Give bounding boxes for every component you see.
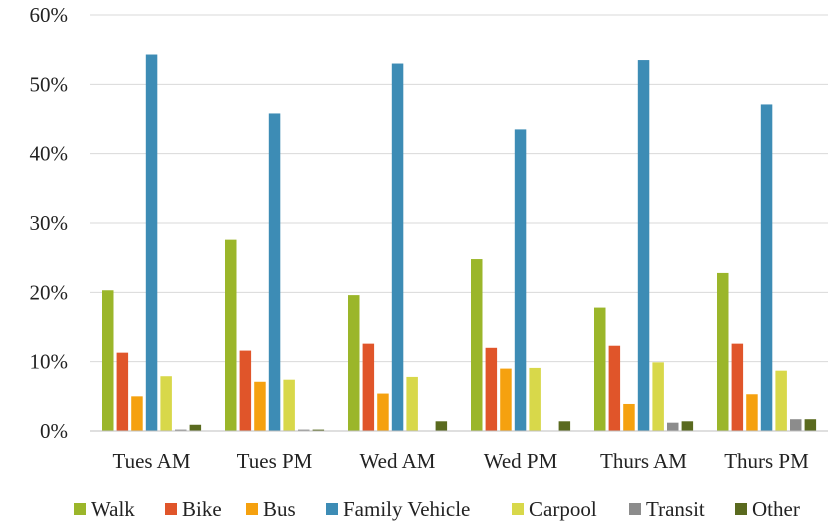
bars bbox=[102, 54, 817, 432]
legend-label: Bus bbox=[263, 497, 296, 521]
bar-family-vehicle bbox=[637, 60, 650, 432]
bar-other bbox=[189, 424, 202, 431]
x-tick-label: Thurs PM bbox=[724, 449, 809, 473]
bar-bike bbox=[485, 347, 498, 431]
bar-carpool bbox=[406, 376, 418, 431]
bar-bus bbox=[254, 381, 266, 431]
bar-transit bbox=[667, 422, 679, 431]
bar-bike bbox=[116, 352, 129, 431]
legend-item: Bus bbox=[246, 497, 296, 521]
legend-label: Walk bbox=[91, 497, 135, 521]
x-tick-label: Tues PM bbox=[237, 449, 313, 473]
bar-other bbox=[681, 421, 694, 431]
legend-swatch bbox=[735, 503, 747, 515]
bar-carpool bbox=[283, 379, 295, 431]
legend: Walk Bike Bus Family Vehicle Carpool Transit O… bbox=[74, 497, 800, 521]
x-axis-ticks: Tues AM Tues PM Wed AM Wed PM Thurs AM Thurs … bbox=[112, 449, 809, 473]
gridlines bbox=[90, 14, 828, 363]
x-tick-label: Wed PM bbox=[484, 449, 558, 473]
y-axis-ticks: 0% 10% 20% 30% 40% 50% 60% bbox=[30, 3, 69, 443]
bar-bike bbox=[239, 350, 252, 431]
bar-other bbox=[804, 419, 817, 431]
legend-item: Other bbox=[735, 497, 800, 521]
y-tick-label: 0% bbox=[40, 419, 68, 443]
y-tick-label: 30% bbox=[30, 211, 69, 235]
y-tick-label: 40% bbox=[30, 142, 69, 166]
legend-swatch bbox=[165, 503, 177, 515]
bar-carpool bbox=[775, 370, 787, 431]
bar-bus bbox=[377, 393, 389, 431]
legend-swatch bbox=[74, 503, 86, 515]
legend-swatch bbox=[512, 503, 524, 515]
legend-item: Transit bbox=[629, 497, 705, 521]
legend-item: Walk bbox=[74, 497, 135, 521]
bar-transit bbox=[790, 419, 802, 431]
bar-carpool bbox=[529, 367, 541, 431]
bar-bike bbox=[608, 345, 621, 431]
bar-carpool bbox=[652, 362, 664, 431]
legend-label: Bike bbox=[182, 497, 222, 521]
bar-family-vehicle bbox=[145, 54, 158, 432]
x-tick-label: Thurs AM bbox=[600, 449, 687, 473]
bar-family-vehicle bbox=[760, 104, 773, 431]
bar-carpool bbox=[160, 376, 172, 431]
legend-label: Carpool bbox=[529, 497, 597, 521]
bar-other bbox=[312, 429, 325, 431]
legend-swatch bbox=[326, 503, 338, 515]
legend-item: Bike bbox=[165, 497, 222, 521]
legend-swatch bbox=[246, 503, 258, 515]
bar-walk bbox=[225, 239, 237, 431]
y-tick-label: 20% bbox=[30, 280, 69, 304]
bar-other bbox=[558, 421, 571, 431]
y-tick-label: 60% bbox=[30, 3, 69, 27]
bar-family-vehicle bbox=[391, 63, 404, 432]
bar-transit bbox=[175, 429, 187, 431]
bar-family-vehicle bbox=[514, 129, 527, 431]
bar-walk bbox=[717, 272, 729, 431]
bar-family-vehicle bbox=[268, 113, 281, 431]
bar-walk bbox=[471, 259, 483, 431]
x-tick-label: Tues AM bbox=[112, 449, 190, 473]
legend-item: Carpool bbox=[512, 497, 597, 521]
bar-bus bbox=[500, 368, 512, 431]
bar-other bbox=[435, 421, 448, 431]
y-tick-label: 50% bbox=[30, 72, 69, 96]
legend-label: Transit bbox=[646, 497, 705, 521]
bar-bus bbox=[623, 403, 635, 431]
bar-bus bbox=[746, 394, 758, 431]
bar-transit bbox=[298, 429, 310, 431]
bar-walk bbox=[348, 295, 360, 431]
bar-walk bbox=[102, 290, 114, 431]
legend-label: Other bbox=[752, 497, 800, 521]
x-tick-label: Wed AM bbox=[360, 449, 436, 473]
y-tick-label: 10% bbox=[30, 350, 69, 374]
legend-item: Family Vehicle bbox=[326, 497, 470, 521]
bar-bike bbox=[362, 343, 375, 431]
bar-bus bbox=[131, 396, 143, 431]
bar-bike bbox=[731, 343, 744, 431]
legend-label: Family Vehicle bbox=[343, 497, 470, 521]
bar-walk bbox=[594, 307, 606, 431]
legend-swatch bbox=[629, 503, 641, 515]
